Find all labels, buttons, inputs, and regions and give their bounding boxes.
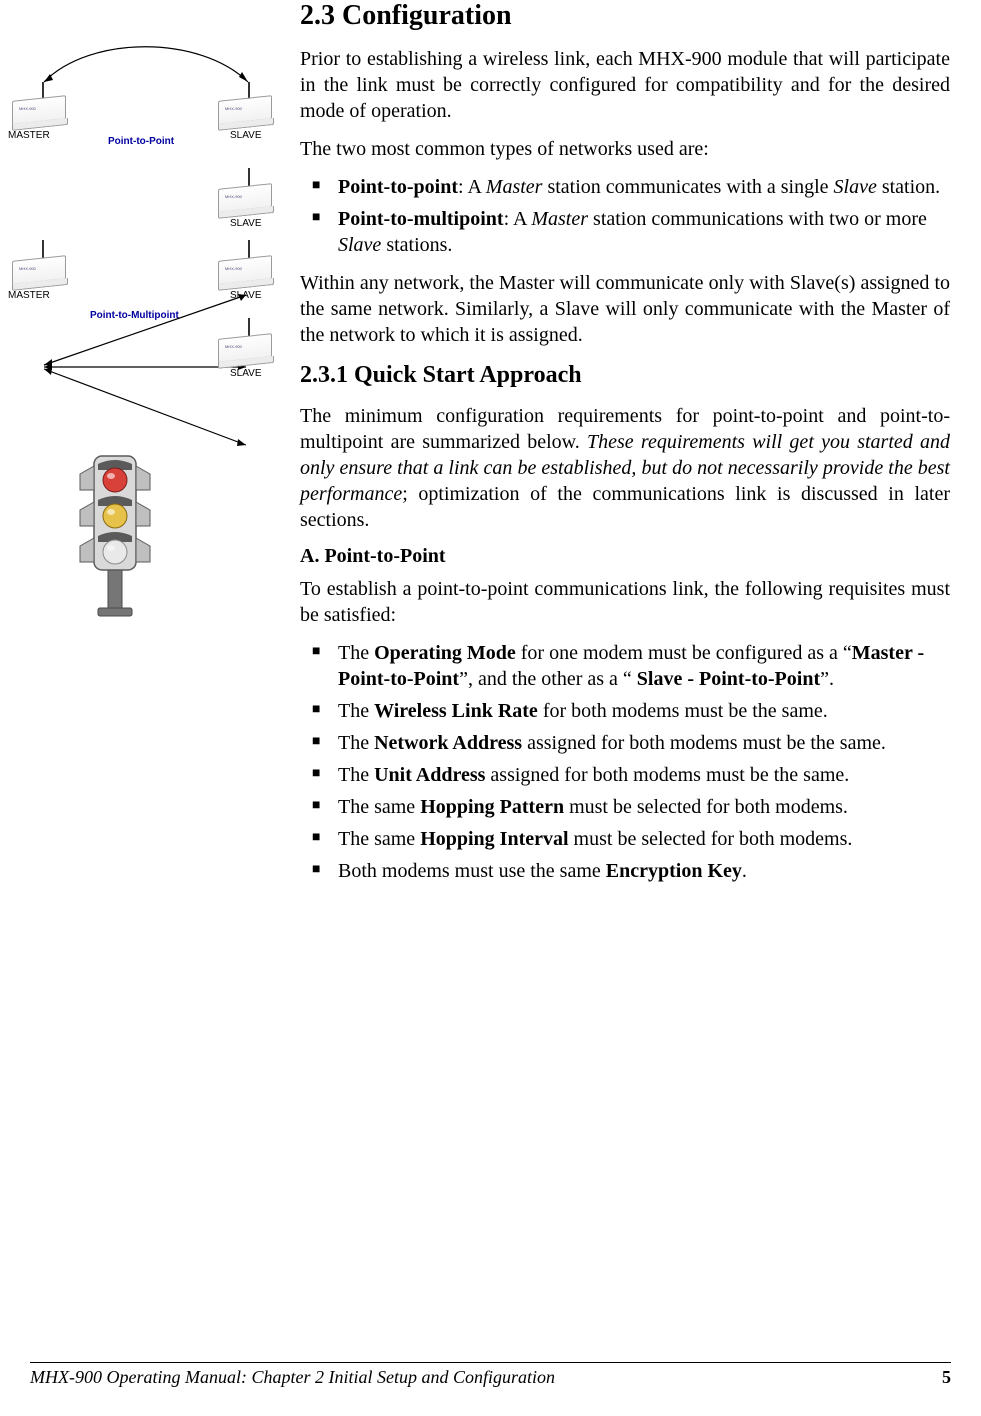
list-item: The Unit Address assigned for both modem… — [338, 762, 950, 788]
list-item: Point-to-multipoint: A Master station co… — [338, 206, 950, 258]
modem-icon — [12, 95, 66, 125]
page-number: 5 — [942, 1367, 951, 1388]
paragraph: The two most common types of networks us… — [300, 136, 950, 162]
list-item: The Wireless Link Rate for both modems m… — [338, 698, 950, 724]
label-slave: SLAVE — [230, 290, 262, 301]
sidebar-figures: MASTER SLAVE Point-to-Point MASTER SLAVE — [0, 30, 285, 365]
paragraph: The minimum configuration requirements f… — [300, 403, 950, 533]
list-item: The Network Address assigned for both mo… — [338, 730, 950, 756]
main-content: 2.3 Configuration Prior to establishing … — [300, 0, 950, 896]
list-item: The same Hopping Pattern must be selecte… — [338, 794, 950, 820]
list-item: The Operating Mode for one modem must be… — [338, 640, 950, 692]
modem-icon — [12, 255, 66, 285]
modem-icon — [218, 95, 272, 125]
paragraph: Prior to establishing a wireless link, e… — [300, 46, 950, 124]
requirements-list: The Operating Mode for one modem must be… — [300, 640, 950, 884]
sub-sub-heading: A. Point-to-Point — [300, 545, 950, 568]
modem-icon — [218, 333, 272, 363]
modem-icon — [218, 255, 272, 285]
list-item: Point-to-point: A Master station communi… — [338, 174, 950, 200]
label-slave: SLAVE — [230, 368, 262, 379]
footer-text: MHX-900 Operating Manual: Chapter 2 Init… — [30, 1367, 555, 1388]
traffic-light-icon — [70, 450, 160, 620]
network-type-list: Point-to-point: A Master station communi… — [300, 174, 950, 258]
page-footer: MHX-900 Operating Manual: Chapter 2 Init… — [30, 1362, 951, 1388]
subsection-heading: 2.3.1 Quick Start Approach — [300, 362, 950, 389]
label-ptp: Point-to-Point — [108, 136, 174, 147]
label-master: MASTER — [8, 130, 50, 141]
list-item: The same Hopping Interval must be select… — [338, 826, 950, 852]
label-master: MASTER — [8, 290, 50, 301]
modem-icon — [218, 183, 272, 213]
list-item: Both modems must use the same Encryption… — [338, 858, 950, 884]
paragraph: Within any network, the Master will comm… — [300, 270, 950, 348]
label-slave: SLAVE — [230, 130, 262, 141]
network-topology-diagram: MASTER SLAVE Point-to-Point MASTER SLAVE — [0, 30, 280, 365]
paragraph: To establish a point-to-point communicat… — [300, 576, 950, 628]
label-ptm: Point-to-Multipoint — [90, 310, 179, 321]
label-slave: SLAVE — [230, 218, 262, 229]
section-heading: 2.3 Configuration — [300, 0, 950, 32]
